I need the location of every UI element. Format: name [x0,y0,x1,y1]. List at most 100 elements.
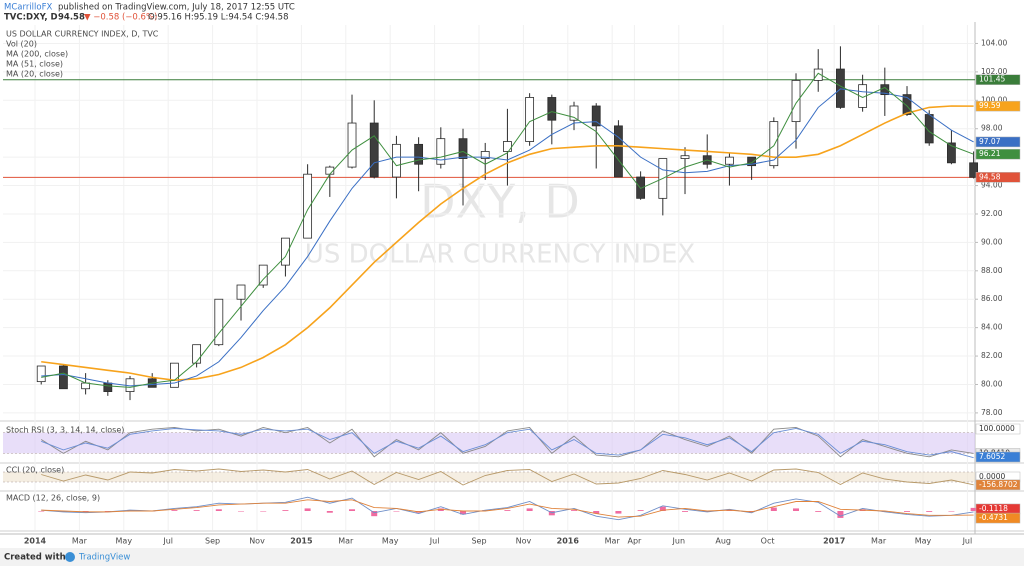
legend-entry: MA (51, close) [6,60,63,69]
candle-body [969,162,979,178]
indicator-line [41,428,974,459]
price-tag-label: 7.6052 [979,452,1005,461]
candle-body [369,122,379,178]
indicator-line [41,468,974,486]
indicator-band [3,472,975,482]
y-tick-label: 100.00 [981,95,1007,104]
x-tick-label: May [382,537,399,546]
candle-body [791,80,801,123]
last-price: 94.58 [58,13,85,23]
candle-body [458,138,468,159]
candle-body [347,122,357,168]
indicator-title: Stoch RSI (3, 3, 14, 14, close) [6,426,124,435]
x-tick-label: Jul [429,537,440,546]
candle-body [392,143,401,178]
price-tag-label: 99.59 [979,101,1001,110]
y-tick-label: 88.00 [981,266,1003,275]
candle-body [103,382,113,392]
macd-histogram [238,511,245,512]
x-tick-label: 2017 [823,537,845,546]
candle-body [436,138,446,165]
candle-body [192,344,202,364]
macd-histogram [38,511,45,512]
price-tag-label: 0.0000 [979,472,1005,481]
macd-histogram [460,511,467,515]
candle-body [59,365,68,390]
candle-body [503,141,512,152]
moving-average [41,105,974,382]
indicator-title: CCI (20, close) [6,466,64,475]
macd-histogram [770,507,777,511]
legend-volume: Vol (20) [6,40,37,49]
macd-histogram [504,510,511,511]
price-tag-label: 97.07 [979,137,1001,146]
footer-brand[interactable]: TradingView [78,553,130,563]
legend-title: US DOLLAR CURRENCY INDEX, D, TVC [6,30,159,39]
price-tag-label: -0.4731 [979,513,1008,522]
y-tick-label: 104.00 [981,38,1007,47]
footer-created: Created with [4,553,66,563]
candle-body [303,173,313,239]
watermark-name: US DOLLAR CURRENCY INDEX [305,240,695,270]
macd-histogram [593,511,600,514]
macd-line [41,499,974,518]
y-tick-label: 98.00 [981,124,1003,133]
x-tick-label: 2016 [557,537,580,546]
candle-body [569,105,579,121]
moving-average [41,72,974,388]
x-tick-label: 2015 [290,537,313,546]
y-tick-label: 78.00 [981,408,1003,417]
macd-histogram [215,509,222,511]
candle-body [747,156,757,167]
x-tick-label: Mar [72,537,88,546]
brand-icon [65,552,75,562]
price-tag-label: 100.0000 [979,424,1015,433]
macd-histogram [793,508,800,511]
x-tick-label: Nov [249,537,265,546]
macd-histogram [260,511,267,512]
macd-histogram [970,507,977,511]
price-tag-label: 96.21 [979,149,1001,158]
candle-body [614,125,623,178]
candle-body [281,237,290,266]
macd-histogram [837,511,844,518]
x-tick-label: 2014 [24,537,47,546]
x-tick-label: Nov [516,537,532,546]
candle-body [170,362,179,388]
y-tick-label: 82.00 [981,351,1003,360]
y-tick-label: 94.00 [981,181,1003,190]
macd-histogram [948,511,955,512]
candle-body [769,121,779,167]
x-tick-label: Mar [338,537,354,546]
macd-histogram [282,510,289,511]
price-tag-label: -156.8702 [979,480,1018,489]
price-tag [975,100,1021,112]
price-tag [975,74,1021,85]
x-tick-label: May [116,537,133,546]
macd-histogram [682,511,689,512]
indicator-line [40,426,974,458]
footer-bar [0,548,1024,566]
price-tag-label: 94.58 [979,172,1001,181]
author[interactable]: MCarrilloFX [4,3,52,13]
candle-body [680,155,690,159]
macd-histogram [393,511,400,512]
price-tag [975,451,1021,463]
price-tag [975,479,1021,491]
candle-body [36,365,46,383]
macd-histogram [304,508,311,511]
legend-entry: MA (20, close) [6,70,63,79]
y-tick-label: 84.00 [981,323,1003,332]
candle-body [725,156,734,165]
x-tick-label: Jul [162,537,173,546]
y-tick-label: 102.00 [981,67,1007,76]
macd-histogram [904,511,911,512]
candle-body [214,298,224,346]
x-tick-label: Oct [761,537,775,546]
macd-histogram [371,511,378,517]
published: published on TradingView.com, July 18, 2… [58,3,295,13]
macd-histogram [526,508,533,511]
candle-body [902,94,912,115]
x-tick-label: Sep [205,537,220,546]
